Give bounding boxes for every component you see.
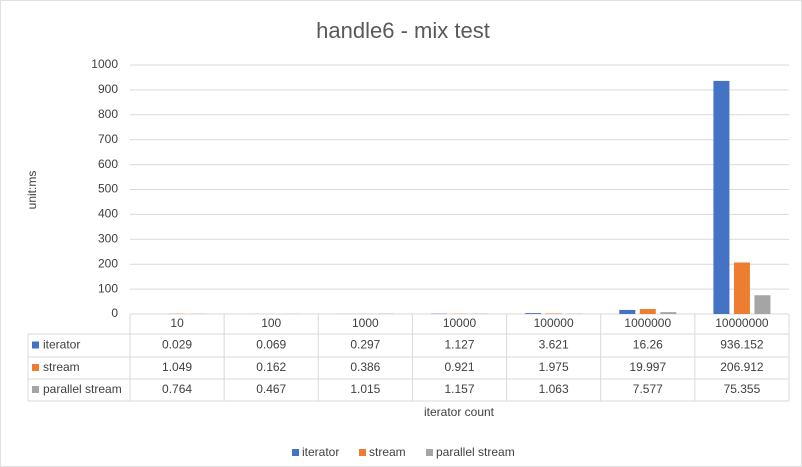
legend-label: iterator xyxy=(302,445,339,459)
table-cell: 0.069 xyxy=(256,338,286,352)
legend-key xyxy=(292,449,299,456)
y-tick-label: 200 xyxy=(98,256,118,270)
table-cell: 1.157 xyxy=(444,382,474,396)
bar xyxy=(639,309,656,314)
table-cell: 0.297 xyxy=(350,338,380,352)
table-cell: 16.26 xyxy=(633,338,663,352)
table-cell: 0.467 xyxy=(256,382,286,396)
x-tick-label: 10 xyxy=(170,316,184,330)
y-tick-label: 600 xyxy=(98,157,118,171)
table-cell: 0.162 xyxy=(256,360,286,374)
y-tick-label: 300 xyxy=(98,231,118,245)
x-tick-label: 100000 xyxy=(534,316,574,330)
legend-key xyxy=(359,449,366,456)
table-cell: 7.577 xyxy=(633,382,663,396)
x-tick-label: 10000 xyxy=(443,316,477,330)
table-cell: 1.049 xyxy=(162,360,192,374)
table-cell: 0.921 xyxy=(444,360,474,374)
table-cell: 75.355 xyxy=(724,382,761,396)
legend-label: stream xyxy=(369,445,406,459)
table-row-header: stream xyxy=(43,360,80,374)
bar xyxy=(619,309,636,314)
y-tick-label: 900 xyxy=(98,82,118,96)
bar xyxy=(525,313,542,314)
y-tick-label: 100 xyxy=(98,281,118,295)
legend-label: parallel stream xyxy=(436,445,515,459)
table-cell: 3.621 xyxy=(539,338,569,352)
table-cell: 0.029 xyxy=(162,338,192,352)
table-row-header: iterator xyxy=(43,338,80,352)
x-tick-label: 1000000 xyxy=(624,316,671,330)
bar xyxy=(754,295,771,314)
y-tick-label: 1000 xyxy=(91,57,118,71)
y-tick-label: 500 xyxy=(98,182,118,196)
table-cell: 19.997 xyxy=(629,360,666,374)
x-tick-label: 10000000 xyxy=(715,316,769,330)
table-cell: 1.015 xyxy=(350,382,380,396)
bar xyxy=(660,312,677,314)
y-tick-label: 0 xyxy=(111,306,118,320)
y-tick-label: 700 xyxy=(98,132,118,146)
table-cell: 0.386 xyxy=(350,360,380,374)
legend-key xyxy=(426,449,433,456)
table-legend-key xyxy=(32,386,39,393)
table-cell: 206.912 xyxy=(720,360,764,374)
x-tick-label: 1000 xyxy=(352,316,379,330)
table-legend-key xyxy=(32,341,39,349)
bar xyxy=(713,80,730,314)
chart-title: handle6 - mix test xyxy=(316,18,490,43)
table-cell: 936.152 xyxy=(720,338,764,352)
bar xyxy=(733,262,750,314)
y-tick-label: 400 xyxy=(98,207,118,221)
y-tick-label: 800 xyxy=(98,107,118,121)
y-axis-title: unit:ms xyxy=(25,171,39,210)
x-axis-title: iterator count xyxy=(424,405,495,419)
table-legend-key xyxy=(32,364,39,371)
table-cell: 0.764 xyxy=(162,382,192,396)
table-row-header: parallel stream xyxy=(43,382,122,396)
table-cell: 1.063 xyxy=(539,382,569,396)
table-cell: 1.975 xyxy=(539,360,569,374)
x-tick-label: 100 xyxy=(261,316,281,330)
table-cell: 1.127 xyxy=(444,338,474,352)
